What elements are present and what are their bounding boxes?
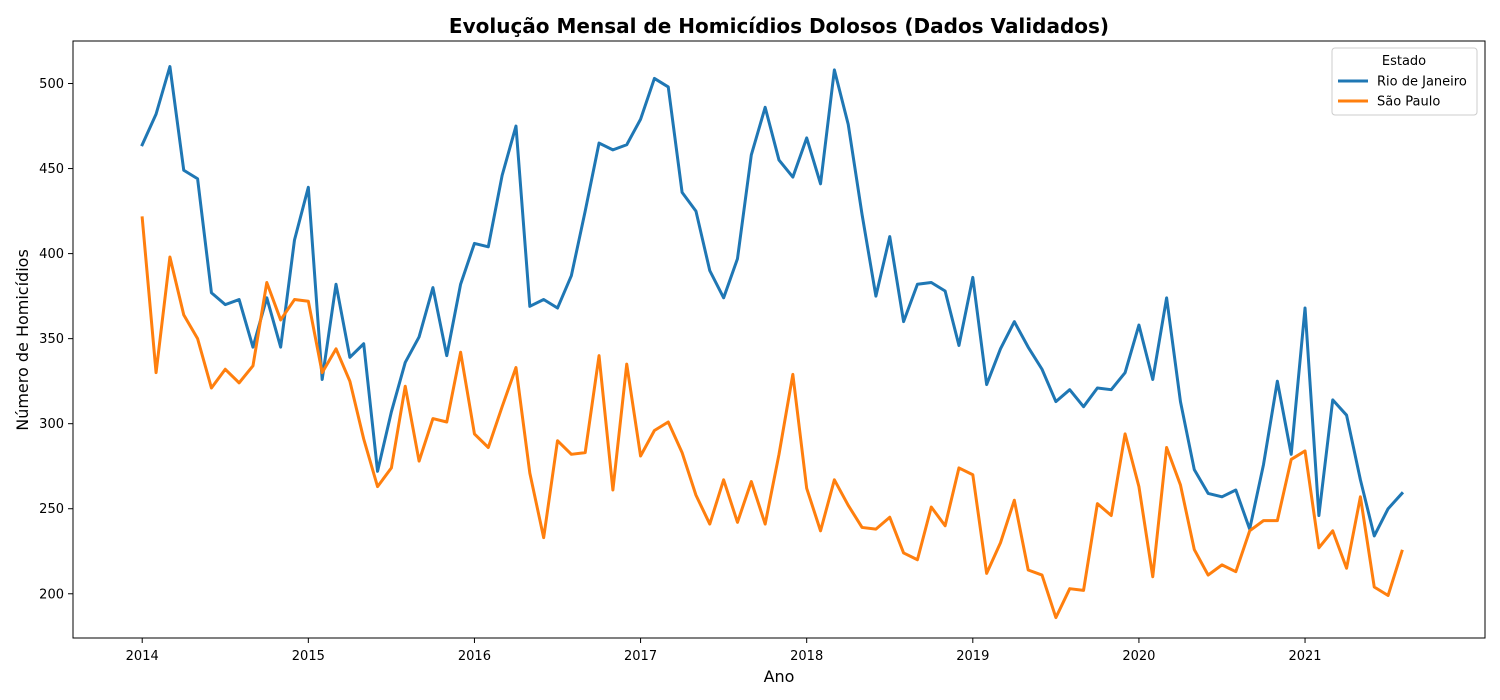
x-tick-label: 2015 [292,649,325,664]
series-line-sao-paulo [140,216,1404,620]
legend-entry-label: São Paulo [1377,95,1440,110]
legend-box [1331,47,1478,116]
x-axis-label: Ano [764,667,795,686]
legend-title: Estado [1382,54,1426,69]
series-line-rio-de-janeiro [140,65,1405,538]
y-tick-label: 400 [39,247,64,262]
y-tick-label: 500 [39,77,64,92]
x-tick-label: 2019 [956,649,989,664]
y-tick-label: 200 [39,587,64,602]
y-tick-label: 300 [39,417,64,432]
x-tick-label: 2018 [790,649,823,664]
y-tick-label: 250 [39,502,64,517]
y-tick-label: 450 [39,162,64,177]
x-tick-label: 2021 [1288,649,1321,664]
legend-entry-label: Rio de Janeiro [1377,75,1467,90]
x-tick-label: 2016 [458,649,491,664]
chart-title: Evolução Mensal de Homicídios Dolosos (D… [449,14,1109,38]
legend: Estado Rio de Janeiro São Paulo [1331,47,1478,116]
x-axis: 2014 2015 2016 2017 2018 2019 2020 2021 [126,638,1322,664]
plot-area [140,65,1405,620]
x-tick-label: 2017 [624,649,657,664]
x-tick-label: 2020 [1122,649,1155,664]
plot-frame [72,40,1486,639]
y-tick-label: 350 [39,332,64,347]
y-axis-label: Número de Homicídios [13,249,32,431]
y-axis: 200 250 300 350 400 450 500 [39,77,73,602]
x-tick-label: 2014 [126,649,159,664]
